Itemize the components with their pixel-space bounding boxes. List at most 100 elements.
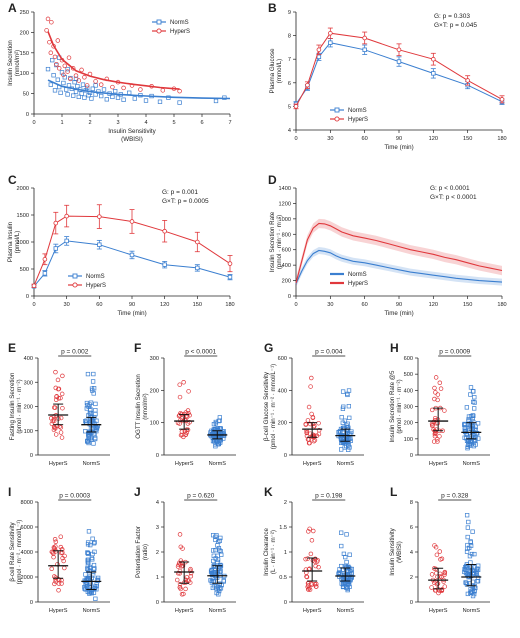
panel-f-point-hypers [179,432,185,438]
panel-d-legend-label-hypers: HyperS [348,281,368,287]
panel-b-y-axis-label: Plasma Glucose [269,48,276,94]
panel-a-point-norms [115,95,121,100]
panel-g-point-norms [340,406,346,411]
panel-g-y-axis-label-unit: (pmol · min⁻¹ · m⁻² · mmol/L⁻¹) [270,364,277,449]
panel-i-point-norms [86,560,91,565]
panel-g-y-tick-label: 400 [278,388,287,394]
panel-b-x-tick-label: 0 [294,136,297,142]
panel-g-point-hypers [310,415,316,421]
panel-d-x-tick-label: 90 [396,302,402,308]
panel-h: 0 100 200 300 400 500 600 Insulin Secretion Rat… [389,341,490,467]
panel-h-point-hypers [437,434,442,439]
panel-a-point-norms [73,89,79,94]
panel-e-point-hypers [58,395,63,401]
panel-j-point-norms [218,569,223,574]
panel-l-point-norms [471,570,476,576]
panel-a-point-norms [93,83,98,88]
panel-k-point-norms [344,532,349,537]
panel-j-point-hypers [174,577,180,583]
panel-e-point-norms [83,418,88,424]
panel-a-y-axis-label-unit: (nmol/m²) [14,50,21,76]
panel-b-x-tick-label: 120 [429,136,438,142]
panel-b-y-tick-label: 6 [288,81,291,87]
panel-k-point-norms [346,579,352,584]
panel-i-y-tick-label: 6000 [21,525,33,531]
panel-l-point-hypers [442,572,447,577]
panel-f-point-hypers [187,420,192,425]
panel-i-point-hypers [49,566,54,571]
panel-c-point-normS [97,242,102,247]
panel-a-point-norms [127,90,132,95]
panel-e-point-hypers [51,427,57,433]
panel-c-y-axis-label: Plasma Insulin [7,221,14,262]
panel-a-y-tick-label: 250 [20,10,29,16]
panel-a-point-norms [121,97,126,102]
panel-a-point-hypers [79,67,84,73]
panel-j-point-hypers [188,566,193,572]
panel-k-point-hypers [306,529,311,534]
panel-l-y-tick-label: 8 [410,500,413,506]
panel-h-category-label: NormS [463,461,481,467]
panel-c-point-hypers [53,220,59,226]
panel-a-point-hypers [52,54,58,60]
panel-j-point-norms [208,569,214,574]
panel-h-point-norms [464,405,470,410]
panel-e-point-norms [94,426,100,431]
panel-f-y-tick-label: 0 [156,453,159,459]
panel-a-y-tick-label: 100 [20,71,29,77]
panel-c-point-hypers [97,214,102,219]
panel-i-point-hypers [52,581,57,587]
panel-d-y-tick-label: 200 [282,279,291,285]
panel-d-y-axis-label-unit: (pmol · min⁻¹ · m⁻²) [276,215,283,269]
panel-l-point-hypers [433,566,438,572]
panel-g: 0 200 400 600 β-cell Glucose Sensitivity (pmo… [263,341,364,467]
panel-a-point-norms [50,57,55,63]
panel-a-point-norms [65,92,70,97]
panel-d-legend-label-norms: NormS [348,272,367,278]
panel-l-point-hypers [429,572,435,577]
panel-a-point-hypers [70,66,76,71]
panel-j-point-hypers [188,568,193,574]
panel-c-point-hypers [31,283,37,289]
panel-f-point-hypers [177,382,182,387]
panel-i-point-hypers [51,551,56,556]
panel-h-point-hypers [437,380,443,385]
panel-e-y-axis-label: Fasting Insulin Secretion [9,372,16,440]
panel-g-point-norms [347,445,352,450]
panel-l-y-axis-label-unit: (WBISI) [396,541,403,563]
panel-j-p-value: p = 0.620 [187,493,215,500]
panel-h-point-norms [465,439,471,444]
panel-b-point-hypers [396,47,402,53]
panel-i-point-hypers [58,544,64,550]
panel-a-point-hypers [177,88,182,94]
panel-j-point-hypers [183,586,188,592]
panel-h-y-axis-label-unit: (pmol · min⁻¹ · m⁻²) [396,379,403,433]
panel-b-x-tick-label: 90 [396,136,402,142]
panel-l-point-norms [476,563,481,568]
panel-g-point-norms [342,439,347,445]
panel-a-point-norms [64,87,69,92]
panel-i-point-norms [87,591,92,596]
panel-c-series-line-norms [33,240,231,287]
panel-i-point-norms [83,582,88,587]
panel-l-point-norms [468,543,474,548]
panel-k-point-norms [345,586,350,591]
panel-e-point-norms [91,371,96,377]
panel-h-point-norms [462,421,467,427]
panel-a-point-norms [90,86,95,91]
panel-h-p-value: p = 0.0009 [439,349,470,356]
panel-l-point-hypers [436,590,441,596]
panel-a-x-tick-label: 5 [172,120,175,126]
panel-a-point-norms [45,66,51,72]
panel-j-panel-letter: J [134,485,141,499]
panel-a-point-hypers [84,83,90,88]
panel-h-y-tick-label: 200 [404,421,413,427]
panel-i-point-hypers [59,581,64,586]
panel-k-y-axis-label: Insulin Clearance [263,528,270,576]
panel-a-point-hypers [66,55,72,60]
panel-e-point-norms [91,441,96,446]
panel-a-x-tick-label: 7 [228,120,231,126]
panel-c-point-hypers [195,239,200,245]
panel-d-y-tick-label: 1400 [279,186,291,192]
panel-h-point-hypers [435,437,440,442]
